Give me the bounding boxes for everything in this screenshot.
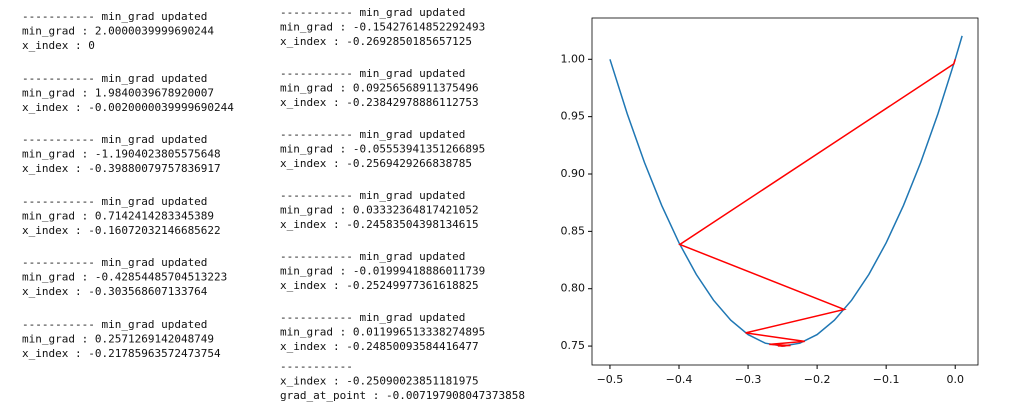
log-line: min_grad : 0.2571269142048749 <box>22 333 214 346</box>
log-line: x_index : -0.21785963572473754 <box>22 347 221 360</box>
log-line: ----------- min_grad updated <box>22 256 207 269</box>
log-line: min_grad : -0.15427614852292493 <box>280 21 485 34</box>
log-line: ----------- min_grad updated <box>280 189 465 202</box>
plot-frame <box>591 17 979 366</box>
log-line: ----------- min_grad updated <box>22 195 207 208</box>
log-line: min_grad : 2.0000039999690244 <box>22 25 214 38</box>
y-tick-label: 0.95 <box>561 110 586 123</box>
y-tick-label: 1.00 <box>561 52 586 65</box>
log-line: ----------- <box>280 360 353 373</box>
log-line: ----------- min_grad updated <box>280 128 465 141</box>
log-line: x_index : -0.0020000039999690244 <box>22 101 234 114</box>
log-line: x_index : -0.303568607133764 <box>22 285 208 298</box>
log-line: x_index : -0.25090023851181975 <box>280 375 479 388</box>
log-line: x_index : -0.23842978886112753 <box>280 96 479 109</box>
x-tick-label: −0.2 <box>804 373 831 386</box>
log-line: ----------- min_grad updated <box>280 67 465 80</box>
log-line: x_index : -0.2569429266838785 <box>280 157 472 170</box>
log-line: min_grad : 0.7142414283345389 <box>22 210 214 223</box>
log-line: x_index : -0.25249977361618825 <box>280 279 479 292</box>
log-line: min_grad : -1.1904023805575648 <box>22 148 221 161</box>
log-line: min_grad : 0.09256568911375496 <box>280 82 479 95</box>
log-line: x_index : -0.24850093584416477 <box>280 340 479 353</box>
series-line <box>609 35 963 347</box>
x-tick-label: −0.3 <box>735 373 762 386</box>
log-line: min_grad : 0.03332364817421052 <box>280 204 479 217</box>
log-line: ----------- min_grad updated <box>280 311 465 324</box>
log-line: ----------- min_grad updated <box>22 133 207 146</box>
log-line: min_grad : -0.42854485704513223 <box>22 271 227 284</box>
log-line: x_index : -0.2692850185657125 <box>280 35 472 48</box>
x-tick-label: −0.4 <box>666 373 693 386</box>
y-tick-label: 0.75 <box>561 339 586 352</box>
log-line: min_grad : -0.05553941351266895 <box>280 143 485 156</box>
log-line: min_grad : 0.011996513338274895 <box>280 326 485 339</box>
y-tick-label: 0.90 <box>561 167 586 180</box>
x-tick-label: 0.0 <box>946 373 964 386</box>
log-line: x_index : -0.16072032146685622 <box>22 224 221 237</box>
y-tick-label: 0.85 <box>561 224 586 237</box>
log-line: x_index : -0.39880079757836917 <box>22 162 221 175</box>
y-tick-label: 0.80 <box>561 282 586 295</box>
log-line: x_index : -0.24583504398134615 <box>280 218 479 231</box>
log-line: ----------- min_grad updated <box>280 250 465 263</box>
log-line: x_index : 0 <box>22 39 95 52</box>
log-line: min_grad : -0.01999418886011739 <box>280 265 485 278</box>
log-line: min_grad : 1.9840039678920007 <box>22 87 214 100</box>
series-line <box>678 59 956 347</box>
log-line: ----------- min_grad updated <box>22 72 207 85</box>
log-line: ----------- min_grad updated <box>280 6 465 19</box>
log-line: ----------- min_grad updated <box>22 10 207 23</box>
log-line: ----------- min_grad updated <box>22 318 207 331</box>
x-tick-label: −0.5 <box>597 373 624 386</box>
log-line: grad_at_point : -0.007197908047373858 <box>280 389 525 402</box>
x-tick-label: −0.1 <box>873 373 900 386</box>
